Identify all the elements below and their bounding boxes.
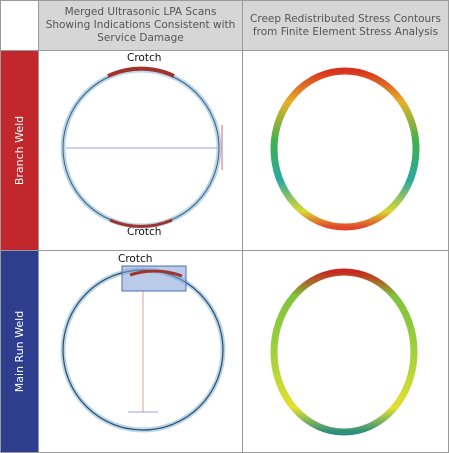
column-header: Merged Ultrasonic LPA Scans Showing Indi… [38,0,243,51]
scan-cell [38,50,243,251]
stress-cell [242,250,449,453]
row-label-cell: Branch Weld [0,50,39,251]
column-header: Creep Redistributed Stress Contours from… [242,0,449,51]
row-label: Branch Weld [13,115,26,186]
row-label-cell: Main Run Weld [0,250,39,453]
annotation: Crotch [127,52,162,64]
annotation: Crotch [127,226,162,238]
stress-cell [242,50,449,251]
row-label: Main Run Weld [13,310,27,393]
annotation: Crotch [118,253,153,265]
scan-cell [38,250,243,453]
corner-cell [0,0,39,51]
